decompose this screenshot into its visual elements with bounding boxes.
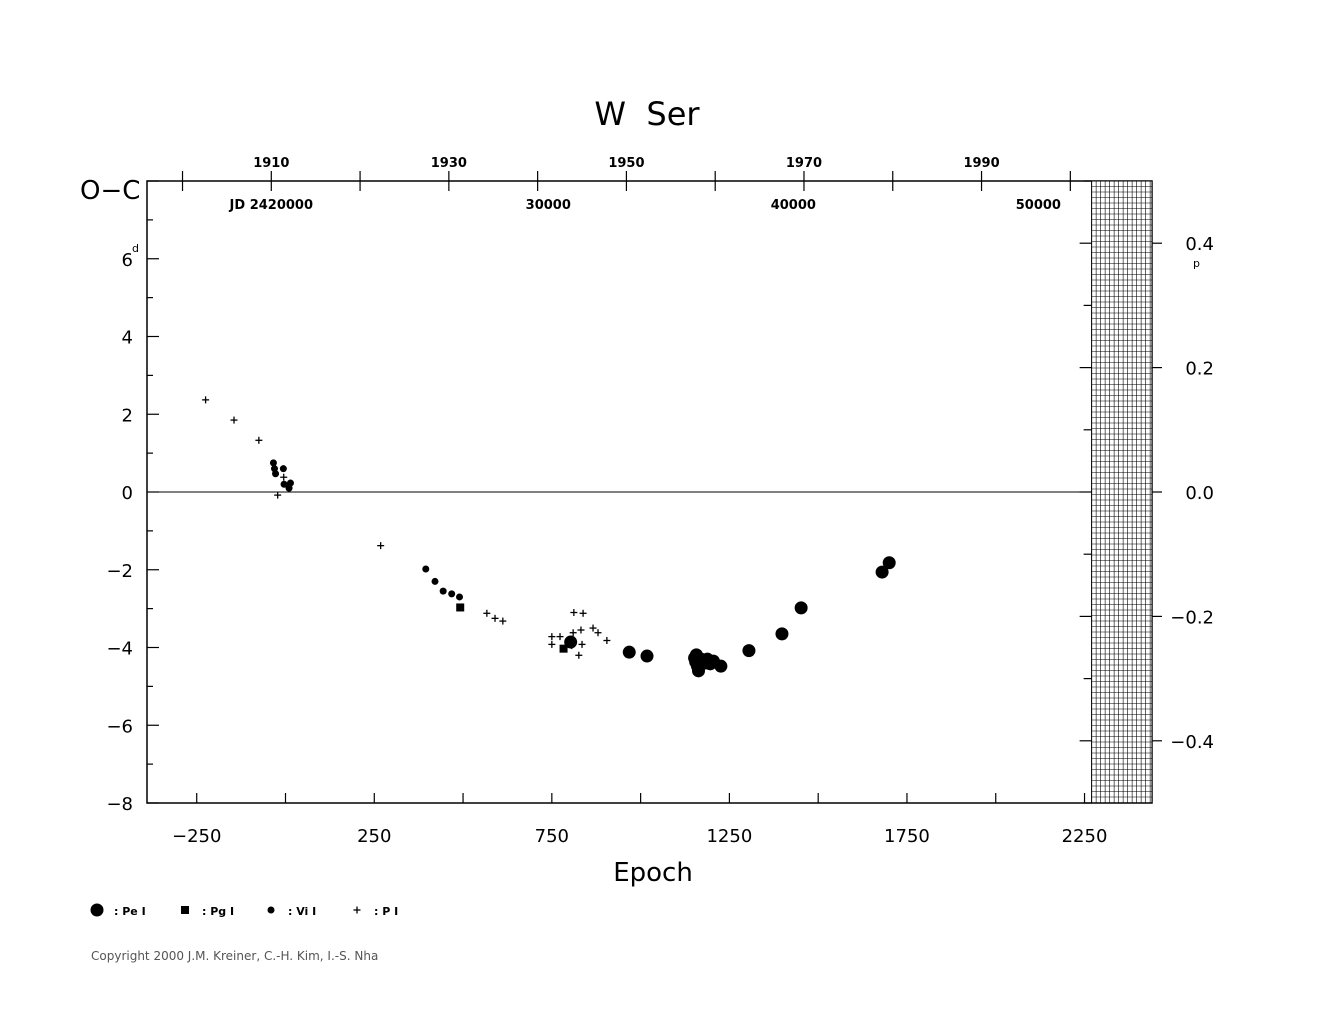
legend-label: : Pe I (114, 905, 146, 918)
y-tick-label: −6 (106, 716, 133, 737)
jd-labels: JD 2420000 30000 40000 50000 (229, 198, 1061, 213)
year-tick-label: 1990 (963, 156, 999, 171)
point-vi (279, 465, 287, 473)
y-tick-label: 6 (122, 250, 133, 271)
point-pe (714, 659, 728, 673)
point-p (483, 609, 491, 617)
point-vi (286, 479, 294, 487)
point-p (577, 626, 585, 634)
top-year-axis: 1910 1930 1950 1970 1990 (181, 156, 1071, 191)
point-p (556, 633, 564, 641)
point-pg (456, 603, 465, 612)
legend-label: : Vi I (288, 905, 316, 918)
point-pg (559, 644, 568, 653)
point-p (603, 637, 611, 645)
point-pe (875, 565, 889, 579)
year-tick-label: 1950 (608, 156, 644, 171)
point-vi (280, 480, 288, 488)
point-pe (640, 649, 654, 663)
point-p (202, 396, 210, 404)
legend: : Pe I : Pg I : Vi I : P I (90, 903, 398, 918)
y-tick-label: 4 (122, 328, 133, 349)
x-axis-ticks: −250 250 750 1250 1750 2250 (172, 793, 1107, 847)
point-p (499, 617, 507, 625)
point-p (274, 491, 282, 499)
point-vi (272, 470, 280, 478)
jd-label: 30000 (526, 198, 571, 213)
point-p (578, 640, 586, 648)
y-unit-label: d (132, 242, 139, 255)
point-p (568, 642, 576, 650)
legend-label: : Pg I (202, 905, 234, 918)
y-tick-label: 0 (122, 483, 133, 504)
y-tick-label: −4 (106, 639, 133, 660)
point-p (569, 629, 577, 637)
legend-label: : P I (374, 905, 398, 918)
y2-tick-label: −0.4 (1170, 732, 1214, 753)
point-p (570, 609, 578, 617)
y-tick-label: −8 (106, 794, 133, 815)
y2-tick-label: 0.4 (1185, 234, 1214, 255)
point-p (491, 614, 499, 622)
y2-tick-label: 0.0 (1185, 483, 1214, 504)
x-tick-label: 250 (357, 826, 391, 847)
jd-label: 50000 (1016, 198, 1061, 213)
point-vi (448, 590, 456, 598)
point-vi (431, 577, 439, 585)
point-p (579, 609, 587, 617)
y2-tick-label: −0.2 (1170, 607, 1214, 628)
y-tick-label: 2 (122, 405, 133, 426)
point-p (280, 473, 288, 481)
y-axis-ticks: −8 −6 −4 −2 0 2 4 6 (106, 180, 159, 815)
copyright-text: Copyright 2000 J.M. Kreiner, C.-H. Kim, … (91, 949, 379, 963)
jd-label: 40000 (771, 198, 816, 213)
data-points (202, 396, 896, 678)
point-vi (269, 459, 277, 467)
point-pe (882, 556, 896, 570)
hatched-region (1091, 180, 1153, 804)
point-p (594, 629, 602, 637)
y2-tick-label: 0.2 (1185, 359, 1214, 380)
point-p (575, 651, 583, 659)
point-pe (742, 644, 756, 658)
point-p (589, 624, 597, 632)
y-axis-title: O−C (80, 176, 140, 206)
point-vi (422, 565, 430, 573)
x-tick-label: 2250 (1062, 826, 1108, 847)
point-pg (181, 906, 189, 914)
point-pe (794, 601, 808, 615)
year-tick-label: 1910 (253, 156, 289, 171)
point-p (548, 640, 556, 648)
point-pe (775, 627, 789, 641)
point-pe (90, 903, 104, 917)
point-p (230, 416, 238, 424)
point-p (353, 906, 361, 914)
x-tick-label: 750 (535, 826, 569, 847)
x-tick-label: −250 (172, 826, 221, 847)
y-tick-label: −2 (106, 561, 133, 582)
chart-title: W Ser (594, 95, 700, 133)
x-axis-title: Epoch (613, 858, 693, 888)
y2-unit-label: p (1193, 257, 1200, 270)
point-vi (267, 906, 275, 914)
x-tick-label: 1750 (884, 826, 930, 847)
point-p (255, 436, 263, 444)
point-p (548, 633, 556, 641)
point-pe (622, 645, 636, 659)
point-vi (456, 593, 464, 601)
jd-label: JD 2420000 (229, 198, 313, 213)
point-p (377, 542, 385, 550)
y2-axis-ticks: 0.4 0.2 0.0 −0.2 −0.4 (1079, 180, 1214, 804)
x-tick-label: 1250 (706, 826, 752, 847)
year-tick-label: 1970 (786, 156, 822, 171)
point-vi (439, 587, 447, 595)
year-tick-label: 1930 (431, 156, 467, 171)
